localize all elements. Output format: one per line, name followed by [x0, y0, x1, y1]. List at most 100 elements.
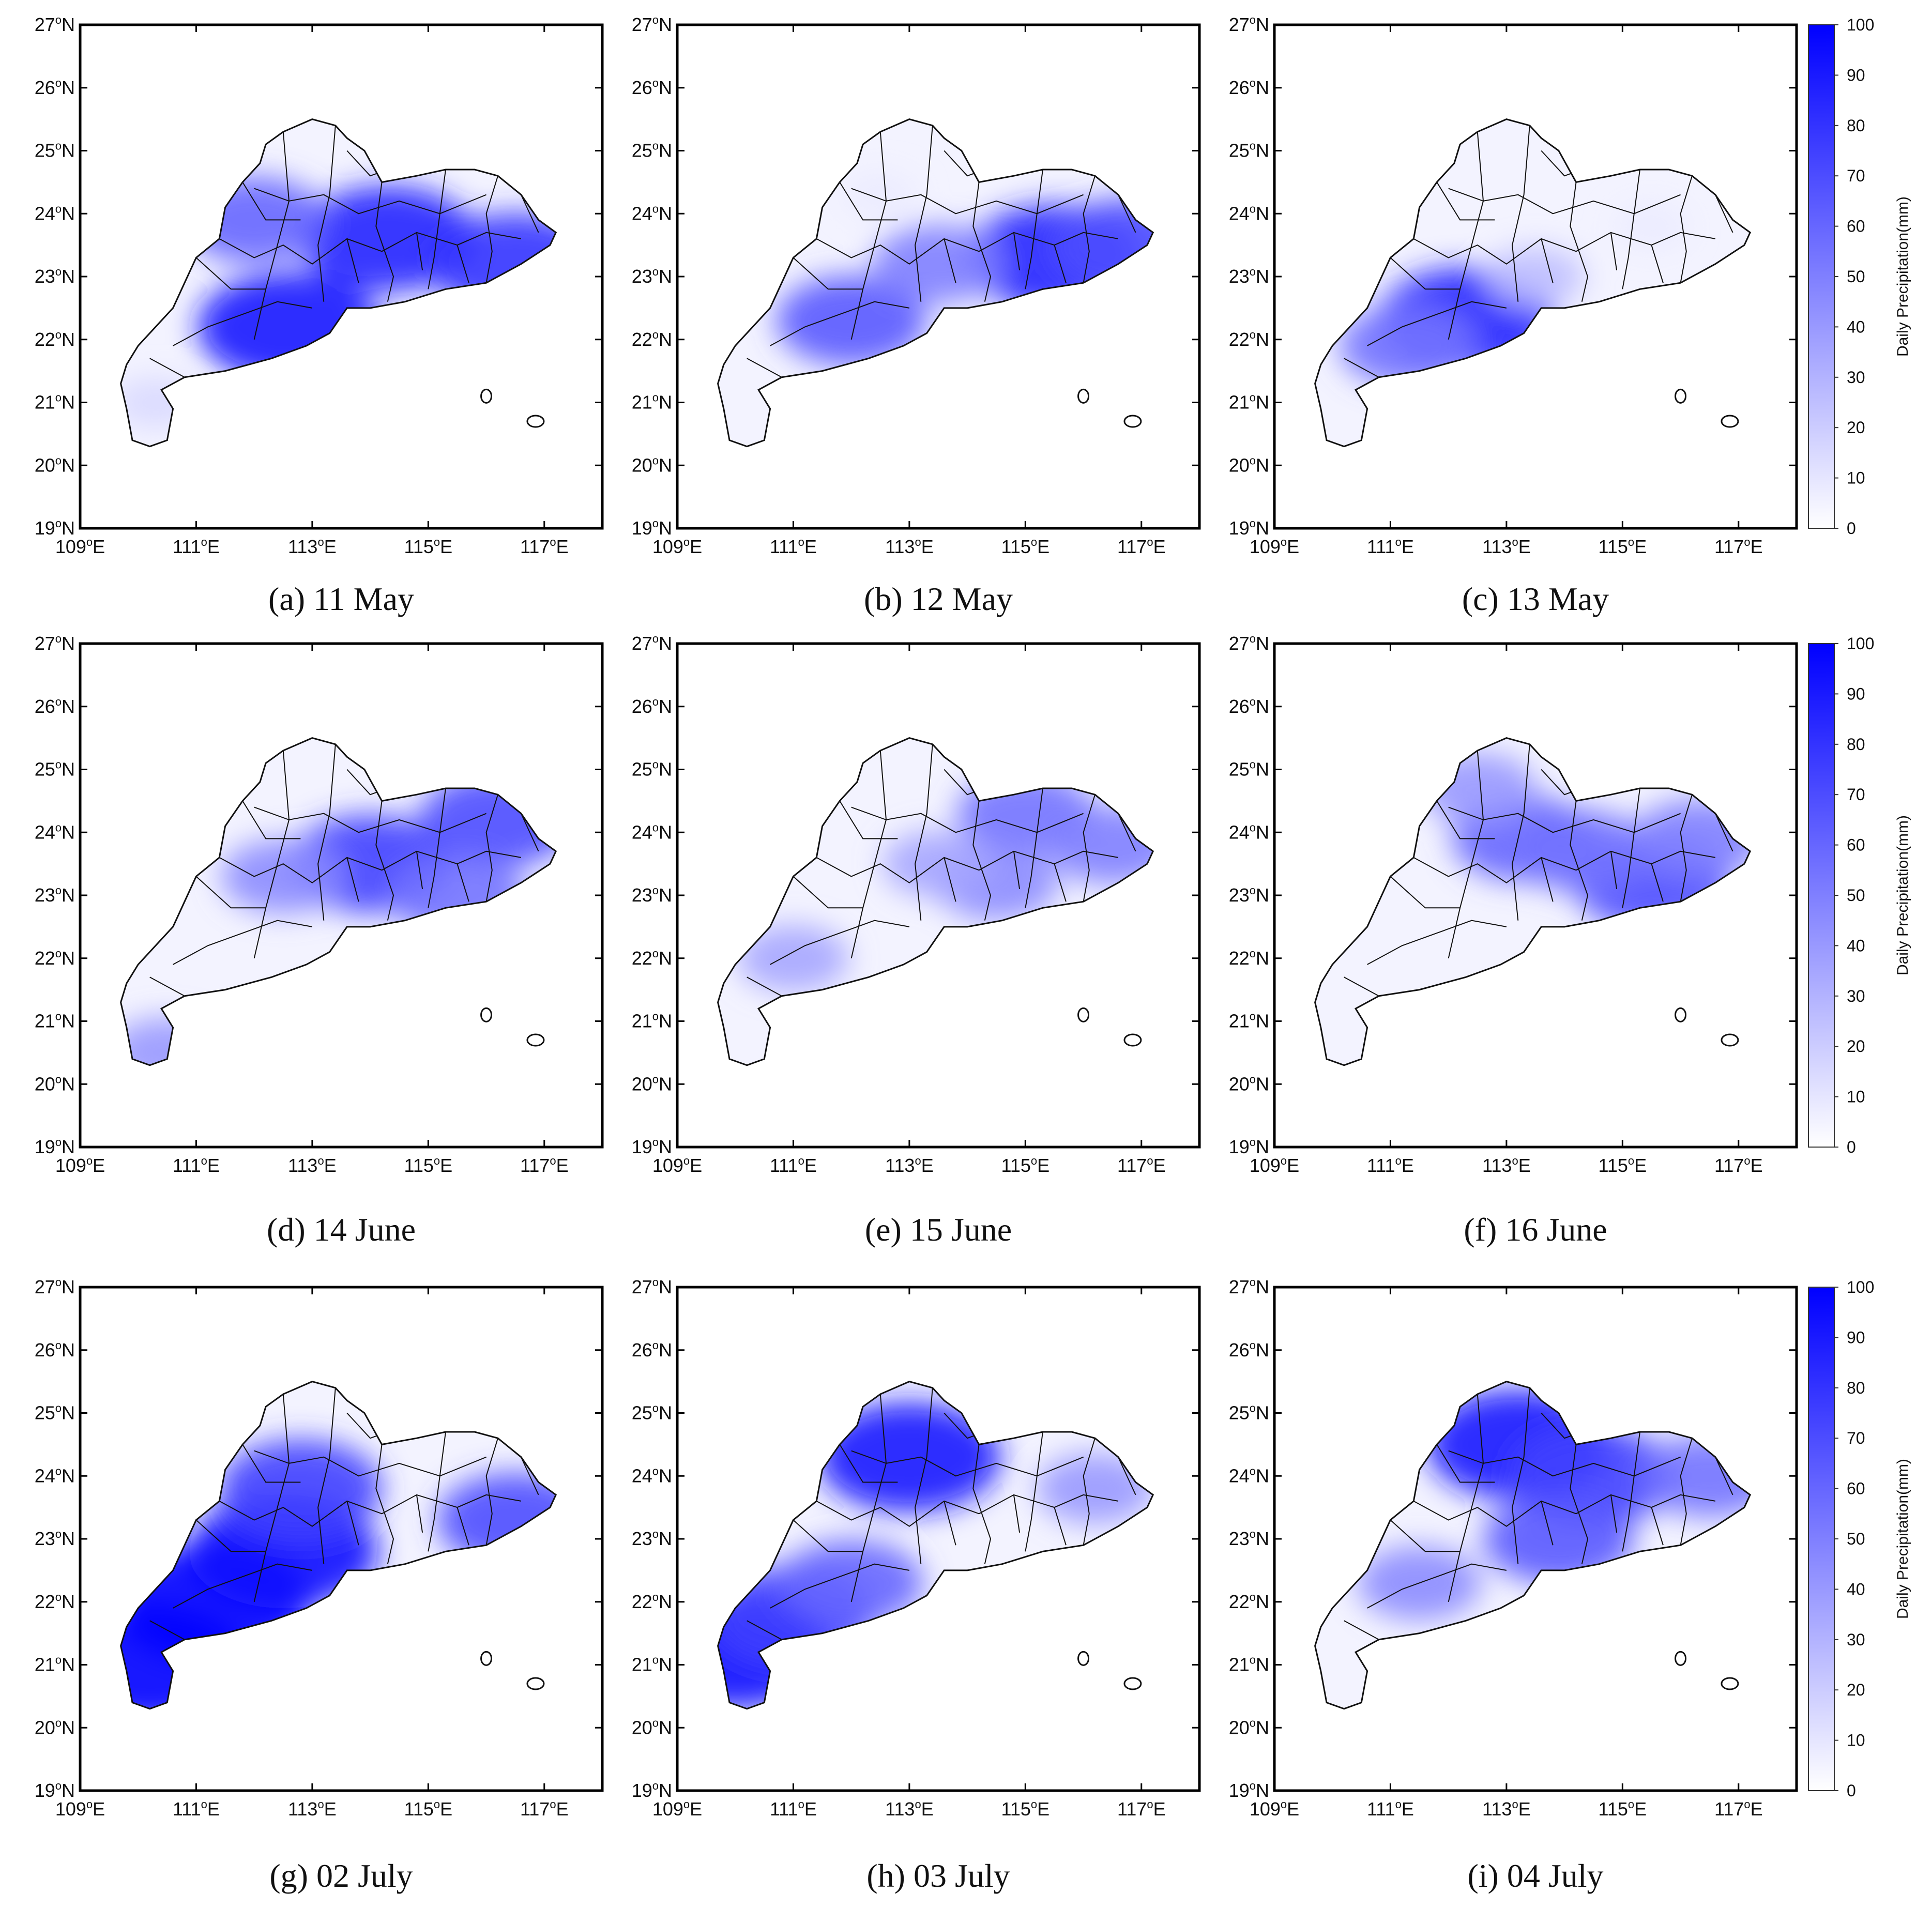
- lat-tick-label: 20oN: [35, 1716, 75, 1738]
- lat-tick-label: 21oN: [632, 391, 672, 413]
- lat-tick-label: 26oN: [35, 77, 75, 98]
- boundary-line: [816, 850, 1119, 883]
- boundary-line: [944, 238, 956, 283]
- boundary-line: [1117, 1457, 1136, 1495]
- boundary-line: [1541, 238, 1554, 283]
- boundary-line: [816, 232, 1119, 265]
- boundary-line: [1083, 1438, 1096, 1546]
- boundary-line: [195, 1519, 266, 1552]
- precip-hotspot: [883, 830, 994, 897]
- boundary-line: [1054, 863, 1067, 902]
- lat-tick-label: 21oN: [632, 1654, 672, 1675]
- colorbar-tick-label: 30: [1847, 368, 1865, 387]
- colorbar-tick-label: 40: [1847, 936, 1865, 955]
- boundary-line: [793, 876, 863, 909]
- colorbar-gradient: [1808, 24, 1835, 529]
- boundary-line: [972, 182, 992, 302]
- lat-tick-label: 25oN: [632, 140, 672, 161]
- precip-hotspot: [182, 177, 326, 263]
- lat-tick-label: 24oN: [1229, 1464, 1269, 1486]
- boundary-line: [1610, 1494, 1618, 1533]
- lat-tick-label: 20oN: [632, 1073, 672, 1094]
- precip-hotspot: [1047, 805, 1153, 884]
- boundary-line: [520, 194, 539, 233]
- boundary-line: [317, 744, 336, 921]
- colorbar-tick-label: 90: [1847, 1328, 1865, 1347]
- lat-tick-label: 25oN: [632, 758, 672, 780]
- boundary-line: [770, 1563, 910, 1609]
- lat-tick-label: 23oN: [35, 265, 75, 287]
- lat-tick-label: 23oN: [632, 884, 672, 906]
- panel-caption: (b) 12 May: [864, 581, 1013, 617]
- boundary-line: [1714, 194, 1733, 233]
- island-outline: [1077, 388, 1090, 404]
- lat-tick-label: 21oN: [35, 1654, 75, 1675]
- colorbar-tick-label: 0: [1847, 1781, 1856, 1800]
- precip-hotspot: [1486, 247, 1585, 306]
- boundary-line: [1413, 1494, 1716, 1527]
- lat-tick-label: 20oN: [35, 454, 75, 476]
- lat-tick-label: 25oN: [1229, 1402, 1269, 1424]
- lon-tick-label: 117oE: [1117, 1798, 1166, 1820]
- lat-tick-label: 24oN: [35, 821, 75, 843]
- province-outline: [1314, 737, 1752, 1066]
- boundary-line: [1013, 1494, 1021, 1533]
- boundary-line: [317, 125, 336, 302]
- boundary-line: [915, 125, 933, 302]
- island-outline: [480, 1651, 493, 1666]
- panel-caption: (g) 02 July: [269, 1857, 413, 1894]
- boundary-line: [1570, 801, 1589, 921]
- colorbar-tick-label: 90: [1847, 66, 1865, 84]
- precip-hotspot: [1051, 198, 1153, 293]
- lon-tick-label: 111oE: [173, 536, 220, 557]
- lat-tick-label: 24oN: [632, 202, 672, 224]
- lat-tick-label: 19oN: [1229, 1136, 1269, 1157]
- district-boundaries: [747, 1387, 1136, 1640]
- boundary-line: [1013, 851, 1021, 889]
- colorbar-tick-label: 20: [1847, 1681, 1865, 1699]
- boundary-line: [770, 920, 910, 965]
- boundary-line: [1541, 857, 1554, 902]
- boundary-line: [457, 1507, 469, 1546]
- lon-tick-label: 115oE: [1598, 536, 1647, 557]
- lon-tick-label: 111oE: [770, 536, 817, 557]
- colorbar-tick-label: 10: [1847, 1088, 1865, 1106]
- boundary-line: [1025, 169, 1043, 289]
- boundary-line: [149, 358, 185, 378]
- lat-tick-label: 25oN: [35, 140, 75, 161]
- panel-caption: (i) 04 July: [1467, 1857, 1603, 1894]
- precip-field: [120, 1439, 556, 1709]
- island-outline: [1077, 1651, 1090, 1666]
- colorbar-label: Daily Precipitation(mm): [1894, 1459, 1911, 1619]
- boundary-line: [253, 1394, 290, 1602]
- boundary-line: [1390, 876, 1461, 909]
- colorbar-tick-label: 100: [1847, 1278, 1874, 1296]
- boundary-line: [428, 1431, 446, 1552]
- boundary-line: [1083, 794, 1096, 902]
- lon-tick-label: 109oE: [1250, 1154, 1299, 1176]
- map-panel-5: 19oN 20oN 21oN 22oN 23oN 24oN 25oN 26oN 27oN 109o…: [632, 632, 1201, 1248]
- precip-hotspot: [197, 272, 381, 382]
- boundary-line: [1013, 232, 1021, 270]
- lon-tick-label: 115oE: [1001, 1154, 1049, 1176]
- boundary-line: [1448, 131, 1484, 340]
- lat-tick-label: 27oN: [1229, 13, 1269, 35]
- lon-tick-label: 115oE: [404, 536, 452, 557]
- lon-tick-label: 111oE: [173, 1154, 220, 1176]
- island-outline: [526, 1033, 545, 1047]
- boundary-line: [416, 232, 423, 270]
- lat-tick-label: 25oN: [35, 758, 75, 780]
- panel-caption: (f) 16 June: [1464, 1211, 1607, 1248]
- colorbar-tick-label: 90: [1847, 684, 1865, 703]
- boundary-line: [1714, 1457, 1733, 1495]
- lon-tick-label: 109oE: [652, 1798, 702, 1820]
- lat-tick-label: 22oN: [1229, 328, 1269, 350]
- precip-hotspot: [437, 1473, 556, 1567]
- lat-tick-label: 27oN: [632, 632, 672, 654]
- colorbar-tick-label: 50: [1847, 1530, 1865, 1548]
- colorbar-gradient: [1808, 643, 1835, 1148]
- lon-tick-label: 113oE: [1482, 1154, 1531, 1176]
- island-outline: [1721, 415, 1739, 428]
